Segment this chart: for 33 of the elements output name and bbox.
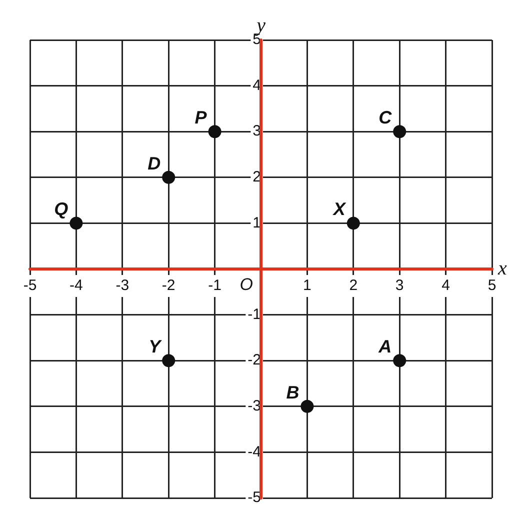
- annotation: P: [194, 108, 208, 128]
- y-tick-label: 4: [252, 76, 261, 94]
- x-tick-label: -3: [116, 277, 130, 294]
- x-tick-label: -4: [70, 277, 83, 294]
- annotation: C: [378, 108, 393, 128]
- y-tick-label: -5: [248, 489, 261, 506]
- y-tick-label: -1: [248, 306, 261, 323]
- x-tick-label: 4: [442, 277, 450, 294]
- annotation: Q: [54, 199, 68, 220]
- x-tick-label: 5: [488, 277, 496, 294]
- point: [208, 125, 222, 138]
- x-tick-label: -5: [23, 277, 37, 294]
- annotation: X: [332, 199, 346, 220]
- x-tick-label: 1: [303, 277, 312, 294]
- y-tick-label: -4: [248, 443, 261, 460]
- x-tick-label: -1: [208, 277, 222, 294]
- point: [300, 400, 314, 413]
- annotation: Y: [148, 336, 163, 357]
- annotation: B: [286, 382, 300, 402]
- x-tick-label: 3: [395, 277, 404, 294]
- point: [162, 170, 176, 184]
- point: [70, 216, 83, 230]
- x-tick-label: 2: [349, 277, 358, 294]
- x-axis-title: x: [497, 257, 507, 280]
- point: [393, 125, 406, 138]
- point: [393, 354, 406, 368]
- annotation: A: [378, 336, 392, 357]
- annotation: D: [148, 153, 161, 174]
- annotation: O: [240, 275, 253, 294]
- y-tick-label: 1: [252, 214, 261, 232]
- point: [346, 216, 360, 230]
- point: [162, 354, 176, 368]
- x-tick-label: -2: [162, 277, 176, 294]
